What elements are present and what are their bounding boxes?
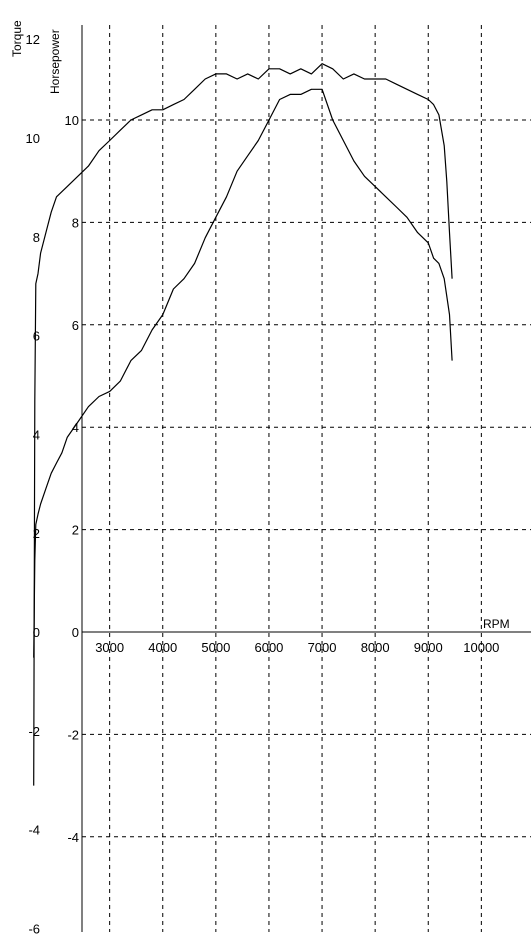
rpm-tick-label: 3000	[95, 640, 124, 655]
axes	[81, 25, 531, 932]
hp-tick-label: 4	[72, 420, 79, 435]
rpm-tick-label: 8000	[361, 640, 390, 655]
tick-labels: 3000 4000 5000 6000 7000 8000 9000 10000 12 10 8 6 4…	[26, 32, 500, 936]
torque-tick-label: 10	[26, 131, 40, 146]
axis-titles: Torque Horsepower RPM	[10, 20, 510, 631]
torque-tick-label: 12	[26, 32, 40, 47]
rpm-tick-label: 7000	[308, 640, 337, 655]
grid-lines	[82, 25, 531, 932]
hp-tick-label: 10	[65, 113, 79, 128]
hp-tick-label: -4	[67, 830, 79, 845]
series-line-1	[33, 88, 453, 658]
torque-tick-label: 2	[33, 526, 40, 541]
torque-tick-label: 8	[33, 230, 40, 245]
curves	[33, 63, 453, 786]
rpm-tick-label: 10000	[463, 640, 499, 655]
torque-tick-label: 4	[33, 427, 40, 442]
series-line-2	[33, 63, 453, 786]
torque-axis-title: Torque	[10, 20, 24, 57]
rpm-tick-label: 9000	[414, 640, 443, 655]
torque-tick-label: -6	[28, 921, 40, 936]
rpm-tick-label: 5000	[201, 640, 230, 655]
hp-tick-label: 8	[72, 215, 79, 230]
torque-tick-label: 0	[33, 625, 40, 640]
horsepower-axis-title: Horsepower	[48, 29, 62, 94]
hp-tick-label: 0	[72, 625, 79, 640]
rpm-axis-title: RPM	[483, 617, 510, 631]
torque-tick-label: 6	[33, 329, 40, 344]
hp-tick-label: -2	[67, 727, 79, 742]
hp-tick-label: 2	[72, 523, 79, 538]
hp-tick-label: 6	[72, 318, 79, 333]
rpm-tick-label: 4000	[148, 640, 177, 655]
torque-tick-label: -4	[28, 823, 40, 838]
rpm-tick-label: 6000	[254, 640, 283, 655]
